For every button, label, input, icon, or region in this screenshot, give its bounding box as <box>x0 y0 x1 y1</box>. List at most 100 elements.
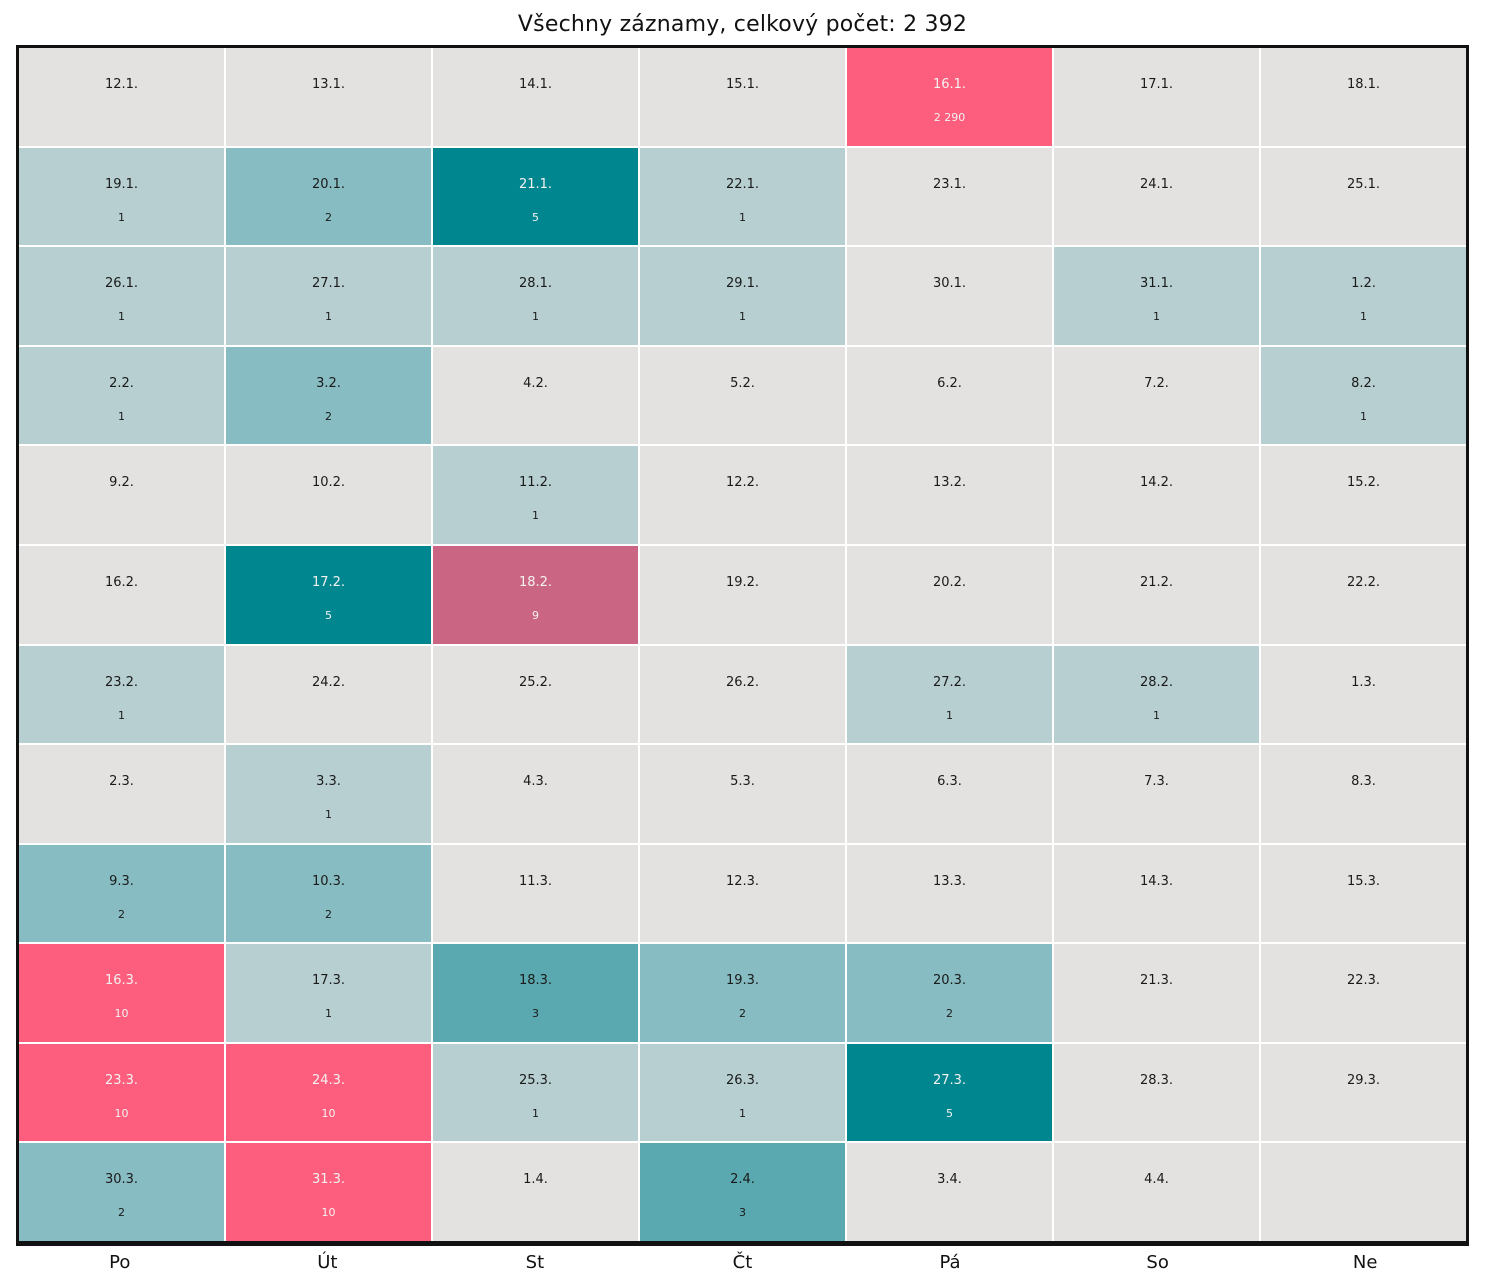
calendar-day-cell: 21.2. <box>1054 545 1259 644</box>
calendar-day-cell: 5.2. <box>640 346 845 445</box>
calendar-day-cell: 5.3. <box>640 745 845 843</box>
calendar-day-cell: 25.1. <box>1261 147 1466 246</box>
day-date-label: 26.3. <box>725 1072 760 1088</box>
day-date-label: 29.1. <box>725 276 760 292</box>
day-count-label: 3 <box>739 1206 746 1220</box>
calendar-day-cell: 24.2. <box>226 645 431 744</box>
calendar-day-cell: 14.3. <box>1054 844 1259 943</box>
day-count-label: 2 <box>325 409 332 423</box>
day-date-label: 10.3. <box>311 873 346 889</box>
day-date-label: 28.2. <box>1139 674 1174 690</box>
day-count-label: 1 <box>325 310 332 324</box>
calendar-day-cell: 4.4. <box>1054 1143 1259 1241</box>
day-count-label: 2 290 <box>933 111 966 124</box>
calendar-day-cell: 15.3. <box>1261 844 1466 943</box>
calendar-day-cell: 27.1. 1 <box>226 247 431 345</box>
day-date-label: 3.4. <box>937 1172 962 1188</box>
day-date-label: 22.1. <box>725 176 760 192</box>
calendar-day-cell: 27.3. 5 <box>847 1043 1052 1142</box>
day-count-label: 3 <box>532 1007 539 1021</box>
weekday-axis: Po Út St Čt Pá So Ne <box>16 1252 1469 1273</box>
calendar-day-cell: 20.1. 2 <box>226 147 431 246</box>
day-count-label: 5 <box>325 608 332 622</box>
calendar-day-cell: 27.2. 1 <box>847 645 1052 744</box>
day-count-label: 1 <box>1360 310 1367 324</box>
day-count-label: 1 <box>946 708 953 722</box>
calendar-day-cell: 16.2. <box>19 545 224 644</box>
day-count-label: 1 <box>118 708 125 722</box>
day-date-label: 22.2. <box>1346 574 1381 590</box>
day-date-label: 3.2. <box>316 375 341 391</box>
day-date-label: 23.2. <box>104 674 139 690</box>
calendar-day-cell: 3.2. 2 <box>226 346 431 445</box>
calendar-day-cell: 20.3. 2 <box>847 944 1052 1042</box>
chart-title: Všechny záznamy, celkový počet: 2 392 <box>517 12 968 37</box>
day-count-label: 5 <box>532 210 539 224</box>
day-date-label: 15.3. <box>1346 873 1381 889</box>
day-date-label: 2.3. <box>109 774 134 790</box>
day-date-label: 19.1. <box>104 176 139 192</box>
day-date-label: 28.3. <box>1139 1072 1174 1088</box>
calendar-day-cell: 6.2. <box>847 346 1052 445</box>
day-date-label: 27.2. <box>932 674 967 690</box>
day-date-label: 19.2. <box>725 574 760 590</box>
day-date-label: 17.1. <box>1139 77 1174 92</box>
day-count-label: 10 <box>321 1206 336 1220</box>
day-date-label: 8.2. <box>1351 375 1376 391</box>
calendar-day-cell <box>1261 1143 1466 1241</box>
day-date-label: 21.3. <box>1139 973 1174 989</box>
day-date-label: 2.4. <box>730 1172 755 1188</box>
calendar-day-cell: 9.2. <box>19 446 224 544</box>
day-date-label: 3.3. <box>316 774 341 790</box>
calendar-day-cell: 9.3. 2 <box>19 844 224 943</box>
day-date-label: 4.2. <box>523 375 548 391</box>
day-date-label: 6.2. <box>937 375 962 391</box>
day-date-label: 15.2. <box>1346 475 1381 491</box>
day-date-label: 26.1. <box>104 276 139 292</box>
calendar-day-cell: 13.3. <box>847 844 1052 943</box>
calendar-day-cell: 7.3. <box>1054 745 1259 843</box>
calendar-day-cell: 16.1. 2 290 <box>847 48 1052 146</box>
day-count-label: 2 <box>325 210 332 224</box>
calendar-day-cell: 6.3. <box>847 745 1052 843</box>
day-date-label: 23.1. <box>932 176 967 192</box>
calendar-day-cell: 1.2. 1 <box>1261 247 1466 345</box>
day-date-label: 12.1. <box>104 77 139 92</box>
calendar-day-cell: 12.2. <box>640 446 845 544</box>
calendar-day-cell: 19.2. <box>640 545 845 644</box>
day-date-label: 1.3. <box>1351 674 1376 690</box>
calendar-day-cell: 18.2. 9 <box>433 545 638 644</box>
calendar-day-cell: 15.2. <box>1261 446 1466 544</box>
calendar-day-cell: 26.3. 1 <box>640 1043 845 1142</box>
day-date-label: 9.3. <box>109 873 134 889</box>
calendar-day-cell: 7.2. <box>1054 346 1259 445</box>
day-date-label: 22.3. <box>1346 973 1381 989</box>
day-date-label: 21.2. <box>1139 574 1174 590</box>
calendar-day-cell: 29.1. 1 <box>640 247 845 345</box>
day-date-label: 11.3. <box>518 873 553 889</box>
day-date-label: 20.3. <box>932 973 967 989</box>
day-date-label: 5.2. <box>730 375 755 391</box>
day-count-label: 1 <box>532 310 539 324</box>
calendar-day-cell: 25.3. 1 <box>433 1043 638 1142</box>
day-date-label: 31.1. <box>1139 276 1174 292</box>
day-date-label: 18.1. <box>1346 77 1381 92</box>
calendar-day-cell: 21.3. <box>1054 944 1259 1042</box>
calendar-day-cell: 2.4. 3 <box>640 1143 845 1241</box>
weekday-label: Po <box>109 1252 131 1273</box>
calendar-day-cell: 25.2. <box>433 645 638 744</box>
calendar-day-cell: 14.1. <box>433 48 638 146</box>
calendar-day-cell: 19.1. 1 <box>19 147 224 246</box>
calendar-day-cell: 19.3. 2 <box>640 944 845 1042</box>
weekday-label: Út <box>317 1252 338 1273</box>
day-date-label: 25.2. <box>518 674 553 690</box>
day-date-label: 25.3. <box>518 1072 553 1088</box>
day-date-label: 4.3. <box>523 774 548 790</box>
calendar-day-cell: 21.1. 5 <box>433 147 638 246</box>
calendar-day-cell: 17.3. 1 <box>226 944 431 1042</box>
day-count-label: 1 <box>739 210 746 224</box>
day-date-label: 27.3. <box>932 1072 967 1088</box>
day-date-label: 12.2. <box>725 475 760 491</box>
day-count-label: 1 <box>118 210 125 224</box>
calendar-day-cell: 30.3. 2 <box>19 1143 224 1241</box>
